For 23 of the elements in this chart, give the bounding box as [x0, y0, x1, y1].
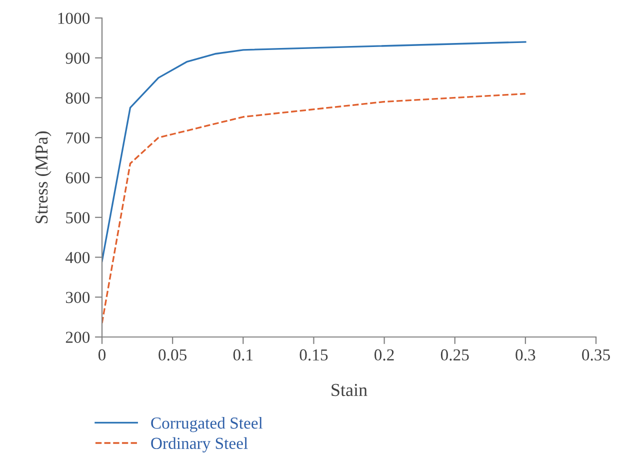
y-tick-label: 200	[66, 332, 90, 343]
x-tick-label: 0.1	[233, 349, 253, 361]
x-axis-title: Stain	[332, 384, 368, 396]
y-axis-title: Stress (MPa)	[34, 131, 52, 224]
legend-label: Corrugated Steel	[151, 416, 263, 432]
y-tick-label: 800	[66, 92, 90, 104]
x-tick-label: 0.05	[158, 349, 187, 361]
legend-label: Ordinary Steel	[151, 437, 248, 452]
y-tick-label: 400	[66, 252, 90, 264]
y-tick-label: 900	[66, 52, 90, 64]
x-tick-label: 0.3	[516, 349, 536, 361]
y-tick-label: 500	[66, 212, 90, 224]
x-tick-label: 0.35	[582, 349, 610, 361]
y-tick-label: 300	[66, 292, 90, 304]
x-tick-label: 0.25	[440, 349, 469, 361]
line-series	[102, 41, 526, 262]
y-tick-label: 1000	[58, 12, 90, 24]
line-series	[102, 92, 526, 324]
y-tick-label: 700	[66, 132, 90, 144]
x-tick-label: 0.15	[300, 349, 328, 361]
x-tick-label: 0.2	[374, 349, 394, 361]
y-tick-label: 600	[66, 172, 90, 184]
x-tick-label: 0	[98, 349, 106, 361]
